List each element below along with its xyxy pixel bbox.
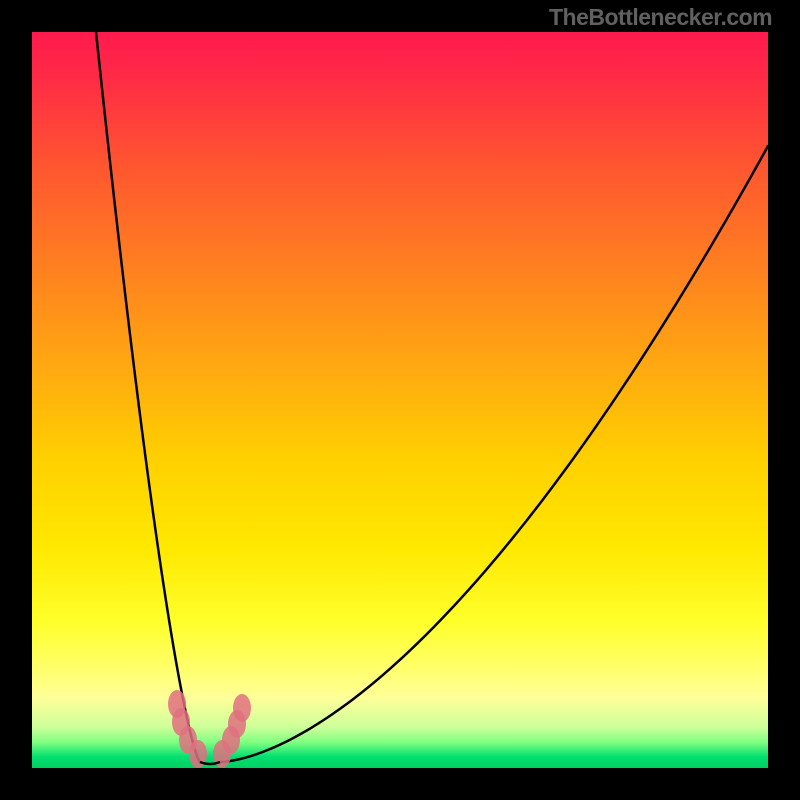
plot-area (32, 32, 768, 768)
plot-svg (32, 32, 768, 768)
border-bottom (0, 768, 800, 800)
data-marker (233, 694, 251, 722)
chart-container: { "canvas": { "width": 800, "height": 80… (0, 0, 800, 800)
border-left (0, 0, 32, 800)
watermark-text: TheBottlenecker.com (549, 4, 772, 31)
plot-background (32, 32, 768, 768)
border-right (768, 0, 800, 800)
